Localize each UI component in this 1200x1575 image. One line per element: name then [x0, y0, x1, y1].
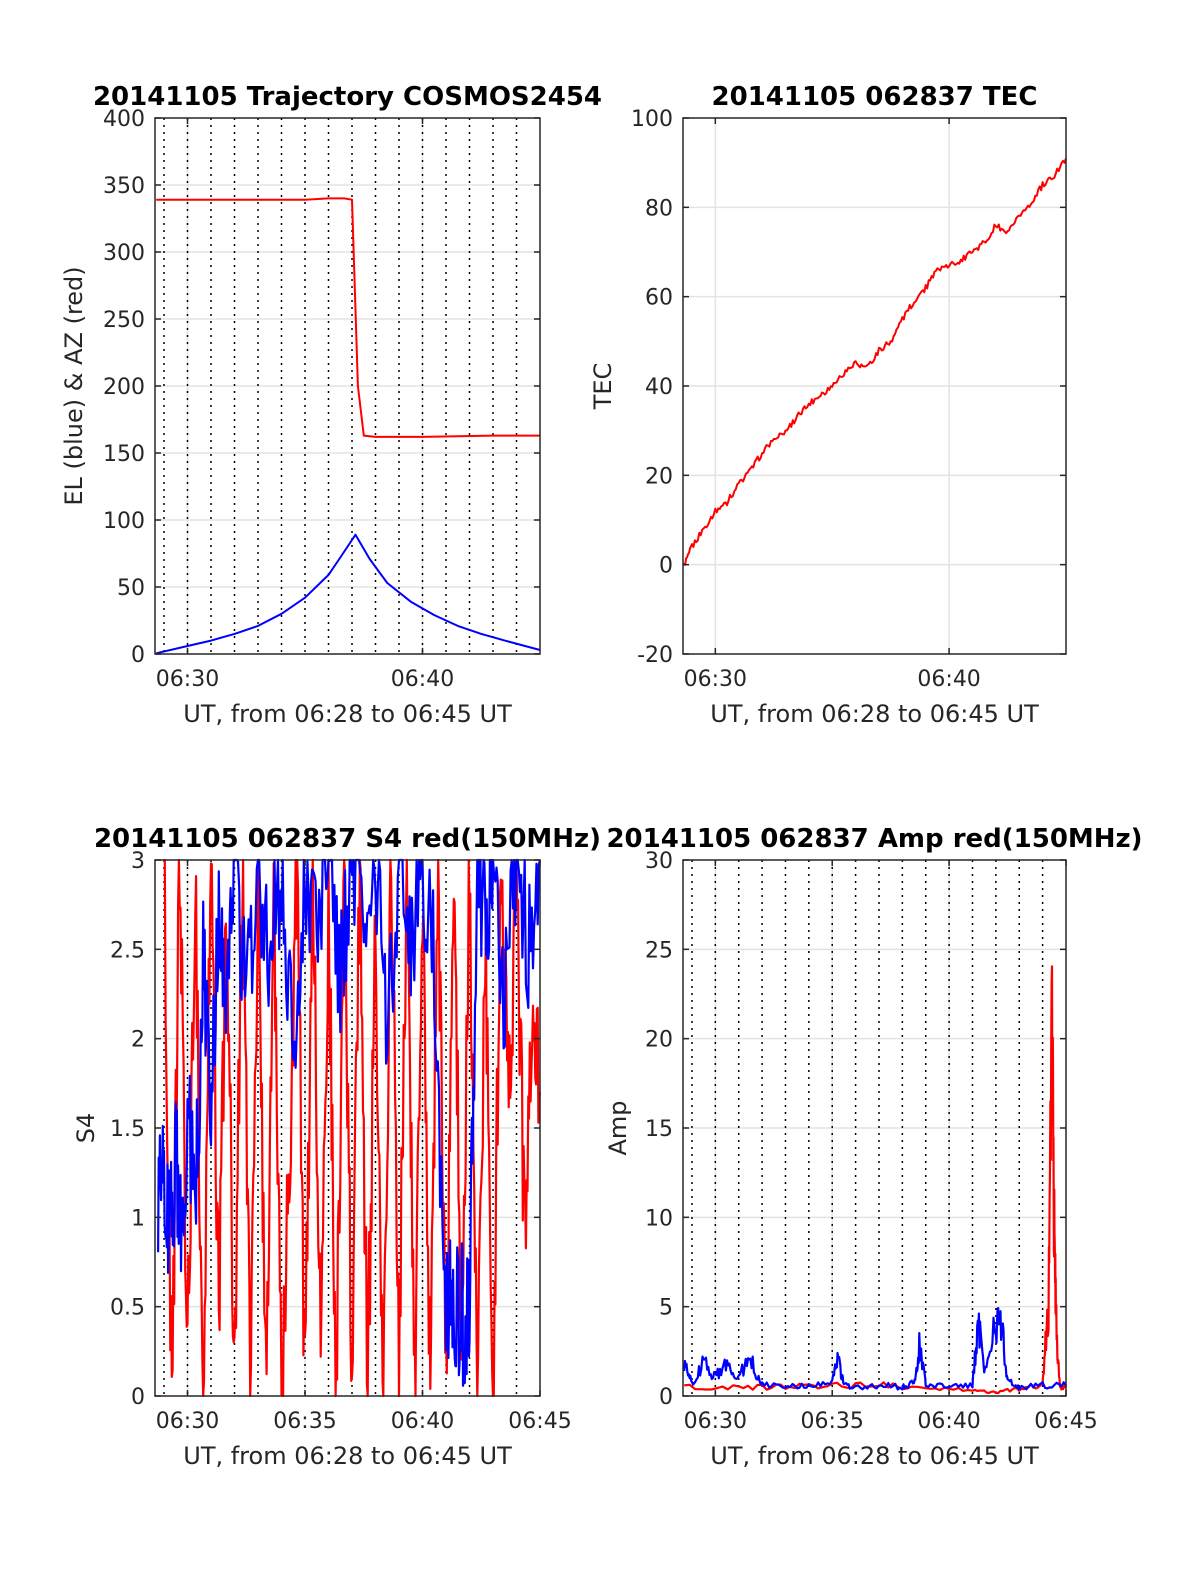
y-tick-label: -20 [637, 643, 673, 668]
y-tick-label: 100 [103, 509, 145, 534]
x-axis-label: UT, from 06:28 to 06:45 UT [710, 1442, 1039, 1470]
x-tick-label: 06:40 [391, 667, 454, 692]
x-tick-label: 06:35 [801, 1409, 864, 1434]
x-tick-label: 06:30 [156, 667, 219, 692]
y-tick-label: 250 [103, 308, 145, 333]
x-tick-label: 06:45 [1034, 1409, 1097, 1434]
y-tick-label: 20 [645, 464, 673, 489]
x-tick-label: 06:40 [917, 667, 980, 692]
y-tick-label: 0 [131, 643, 145, 668]
x-tick-label: 06:35 [273, 1409, 336, 1434]
series-line-blue [155, 533, 541, 655]
y-tick-label: 25 [645, 938, 673, 963]
y-tick-label: 1 [131, 1206, 145, 1231]
x-tick-label: 06:40 [917, 1409, 980, 1434]
y-tick-label: 100 [631, 107, 673, 132]
y-tick-label: 10 [645, 1206, 673, 1231]
x-tick-label: 06:30 [684, 667, 747, 692]
chart-title: 20141105 062837 S4 red(150MHz) [94, 824, 601, 854]
chart-title: 20141105 062837 Amp red(150MHz) [606, 824, 1142, 854]
y-tick-label: 40 [645, 375, 673, 400]
y-axis-label: TEC [589, 363, 617, 411]
x-tick-label: 06:40 [391, 1409, 454, 1434]
y-tick-label: 0 [131, 1385, 145, 1410]
y-axis-label: Amp [604, 1100, 632, 1155]
x-axis-label: UT, from 06:28 to 06:45 UT [710, 700, 1039, 728]
chart-panel-amp: 0 5 10 15 20 25 30 06:30 06:35 06:40 06:45 20141105… [604, 824, 1143, 1470]
y-tick-label: 3 [131, 849, 145, 874]
x-tick-label: 06:30 [156, 1409, 219, 1434]
series-line-red [156, 197, 540, 438]
series-line-red [684, 965, 1068, 1395]
y-tick-label: 0 [659, 554, 673, 579]
x-axis-label: UT, from 06:28 to 06:45 UT [183, 700, 512, 728]
x-tick-label: 06:45 [508, 1409, 571, 1434]
y-tick-label: 350 [103, 174, 145, 199]
x-axis-label: UT, from 06:28 to 06:45 UT [183, 1442, 512, 1470]
y-tick-label: 0.5 [110, 1296, 145, 1321]
y-tick-label: 200 [103, 375, 145, 400]
series-line-blue [683, 1306, 1067, 1391]
y-tick-label: 5 [659, 1296, 673, 1321]
y-tick-label: 400 [103, 107, 145, 132]
y-tick-label: 300 [103, 241, 145, 266]
series-line-blue [157, 858, 542, 1387]
y-tick-label: 2 [131, 1028, 145, 1053]
chart-panel-tec: -20 0 20 40 60 80 100 06:30 06:40 20141105 062837… [589, 82, 1067, 728]
y-tick-label: 80 [645, 196, 673, 221]
x-tick-label: 06:30 [684, 1409, 747, 1434]
y-axis-label: EL (blue) & AZ (red) [60, 266, 88, 505]
chart-panel-s4: 0 0.5 1 1.5 2 2.5 3 06:30 06:35 06:40 06:45 2014110… [72, 824, 601, 1470]
chart-title: 20141105 Trajectory COSMOS2454 [93, 82, 602, 112]
y-tick-label: 15 [645, 1117, 673, 1142]
y-tick-label: 2.5 [110, 938, 145, 963]
series-line-red [683, 157, 1067, 566]
chart-panel-trajectory: 0 50 100 150 200 250 300 350 400 06:30 06:40 201411… [60, 82, 602, 728]
y-tick-label: 60 [645, 286, 673, 311]
y-tick-label: 1.5 [110, 1117, 145, 1142]
y-tick-label: 150 [103, 442, 145, 467]
y-axis-label: S4 [72, 1113, 100, 1144]
y-tick-label: 30 [645, 849, 673, 874]
y-tick-label: 20 [645, 1028, 673, 1053]
y-tick-label: 50 [117, 576, 145, 601]
y-tick-label: 0 [659, 1385, 673, 1410]
chart-title: 20141105 062837 TEC [712, 82, 1038, 112]
